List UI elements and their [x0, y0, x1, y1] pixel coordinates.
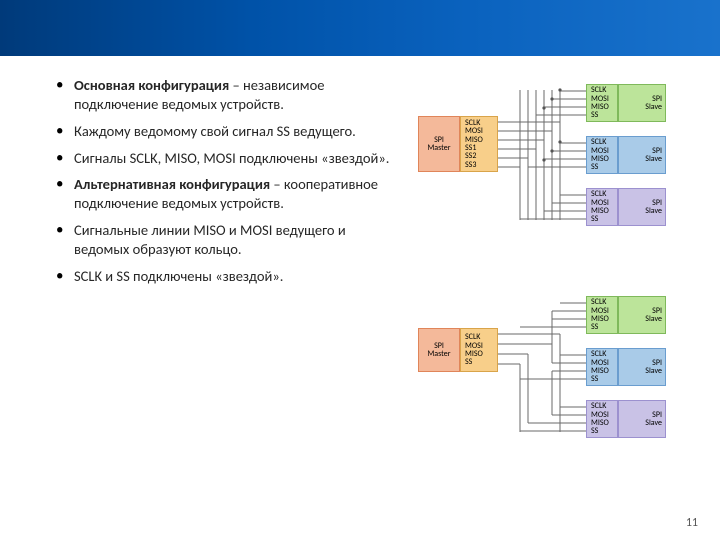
bullet-bold: Альтернативная конфигурация	[74, 175, 270, 193]
spi-master: SPIMaster	[418, 328, 460, 372]
spi-slave-0: SPISlave	[618, 296, 666, 334]
spi-slave-0: SPISlave	[618, 84, 666, 122]
bullet-bold: Основная конфигурация	[74, 76, 229, 94]
bullet-item: Сигналы SCLK, MISO, MOSI подключены «зве…	[56, 149, 396, 168]
page-number: 11	[686, 516, 698, 530]
slave-pins-1: SCLKMOSIMISOSS	[586, 348, 618, 386]
header-band	[0, 0, 720, 56]
slave-pins-1: SCLKMOSIMISOSS	[586, 136, 618, 174]
spi-slave-1: SPISlave	[618, 136, 666, 174]
bullet-item: SCLK и SS подключены «звездой».	[56, 267, 396, 286]
master-pins: SCLKMOSIMISOSS	[460, 328, 498, 372]
bullet-item: Основная конфигурация – независимое подк…	[56, 76, 396, 114]
bullet-list: Основная конфигурация – независимое подк…	[56, 76, 396, 286]
bullet-item: Каждому ведомому свой сигнал SS ведущего…	[56, 122, 396, 141]
diagram-independent: SPIMasterSCLKMOSIMISOSS1SS2SS3 SCLKMOSIMI…	[418, 80, 698, 250]
bullet-item: Альтернативная конфигурация – кооператив…	[56, 175, 396, 213]
spi-master: SPIMaster	[418, 116, 460, 172]
bullet-content: Основная конфигурация – независимое подк…	[56, 76, 396, 294]
slave-pins-2: SCLKMOSIMISOSS	[586, 400, 618, 438]
spi-slave-1: SPISlave	[618, 348, 666, 386]
spi-slave-2: SPISlave	[618, 400, 666, 438]
spi-slave-2: SPISlave	[618, 188, 666, 226]
slave-pins-0: SCLKMOSIMISOSS	[586, 296, 618, 334]
bullet-item: Сигнальные линии MISO и MOSI ведущего и …	[56, 221, 396, 259]
slave-pins-2: SCLKMOSIMISOSS	[586, 188, 618, 226]
master-pins: SCLKMOSIMISOSS1SS2SS3	[460, 116, 498, 172]
diagram-cooperative: SPIMasterSCLKMOSIMISOSSSCLKMOSIMISOSSSPI…	[418, 292, 698, 462]
slave-pins-0: SCLKMOSIMISOSS	[586, 84, 618, 122]
